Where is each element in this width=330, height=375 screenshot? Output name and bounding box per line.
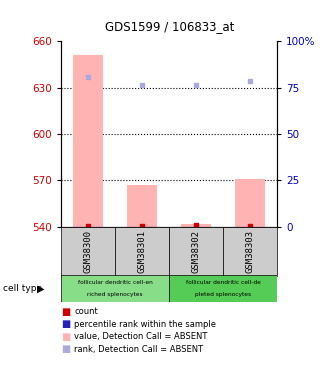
Text: rank, Detection Call = ABSENT: rank, Detection Call = ABSENT	[74, 345, 203, 354]
Text: value, Detection Call = ABSENT: value, Detection Call = ABSENT	[74, 332, 208, 341]
Text: ■: ■	[61, 320, 70, 329]
Text: GSM38302: GSM38302	[192, 230, 201, 273]
Bar	[169, 275, 277, 302]
Bar	[223, 227, 277, 276]
Text: ■: ■	[61, 344, 70, 354]
Bar	[169, 227, 223, 276]
Text: percentile rank within the sample: percentile rank within the sample	[74, 320, 216, 329]
Text: riched splenocytes: riched splenocytes	[87, 292, 143, 297]
Bar	[61, 275, 169, 302]
Bar	[73, 55, 103, 227]
Text: GDS1599 / 106833_at: GDS1599 / 106833_at	[105, 21, 235, 33]
Text: count: count	[74, 308, 98, 316]
Bar	[127, 185, 157, 227]
Bar	[115, 227, 169, 276]
Text: ▶: ▶	[37, 284, 44, 293]
Text: follicular dendritic cell-de: follicular dendritic cell-de	[186, 280, 261, 285]
Text: cell type: cell type	[3, 284, 43, 293]
Bar	[235, 179, 265, 227]
Text: pleted splenocytes: pleted splenocytes	[195, 292, 251, 297]
Text: ■: ■	[61, 307, 70, 317]
Text: ■: ■	[61, 332, 70, 342]
Bar	[61, 227, 115, 276]
Text: GSM38300: GSM38300	[83, 230, 93, 273]
Text: GSM38303: GSM38303	[246, 230, 255, 273]
Bar	[181, 224, 211, 227]
Text: follicular dendritic cell-en: follicular dendritic cell-en	[78, 280, 152, 285]
Text: GSM38301: GSM38301	[138, 230, 147, 273]
